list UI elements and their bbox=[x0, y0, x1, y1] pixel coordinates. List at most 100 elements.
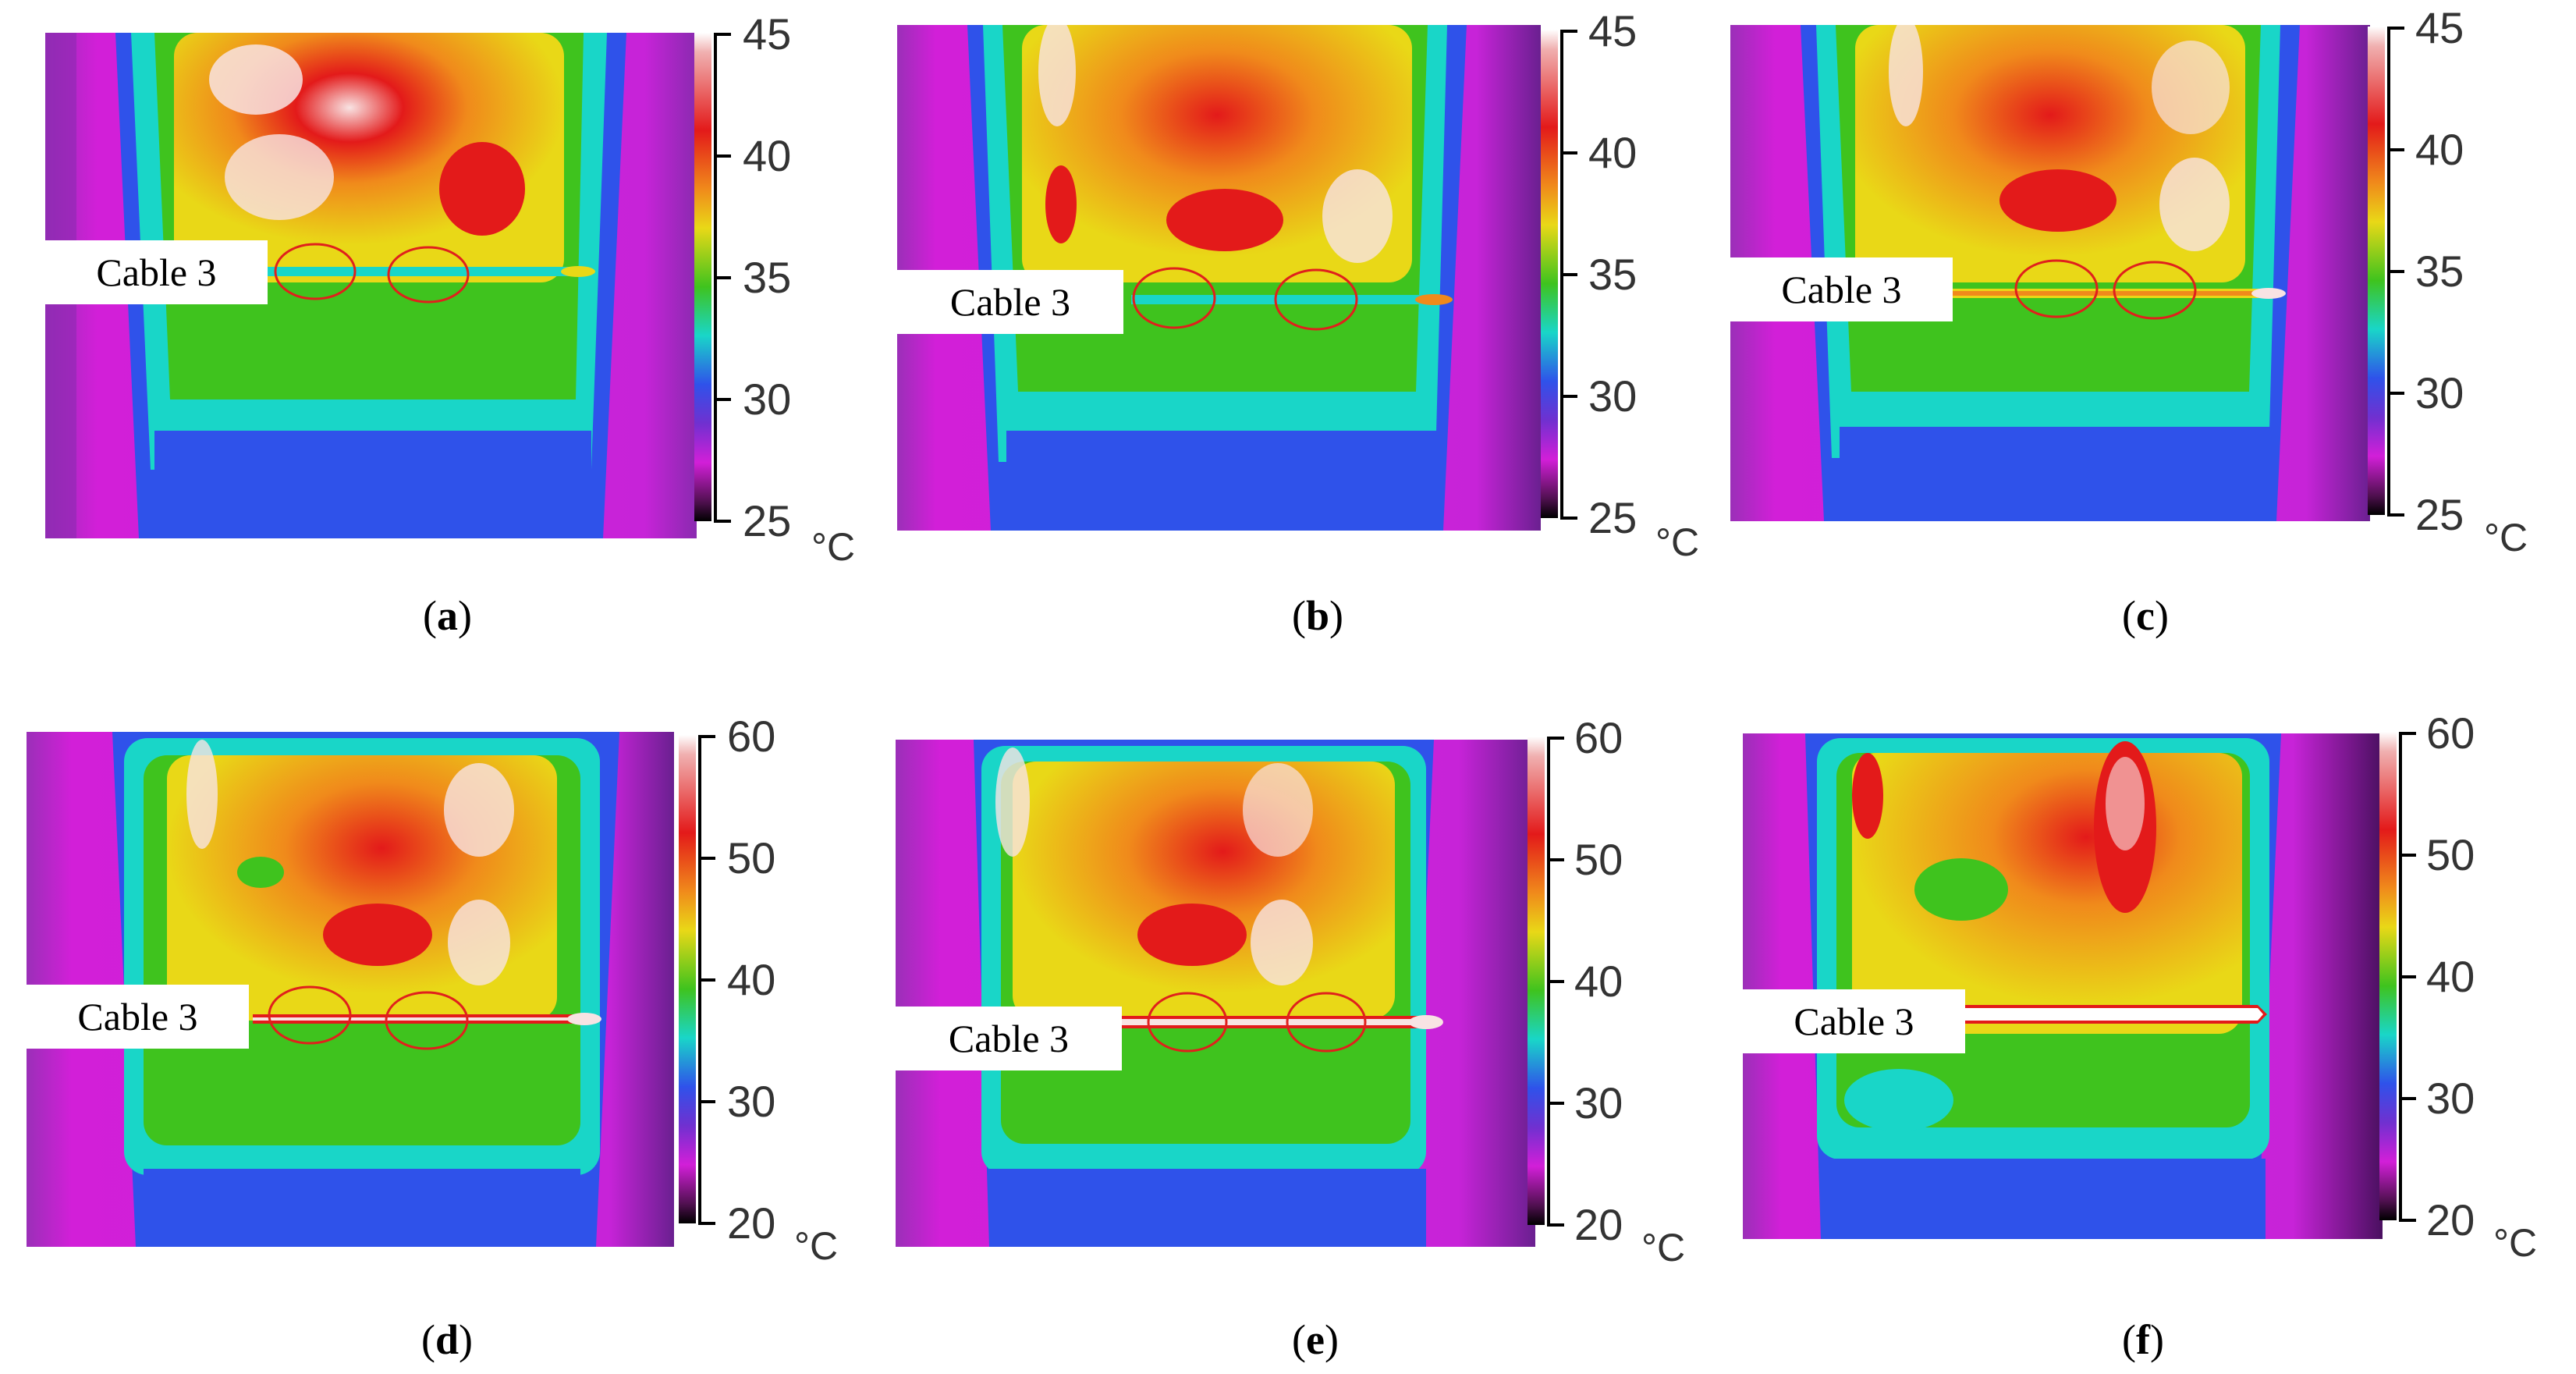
scale-tick-label: 50 bbox=[727, 833, 776, 882]
temperature-unit: °C bbox=[1641, 1226, 1686, 1269]
scale-tick bbox=[1547, 737, 1564, 740]
scale-tick-label: 40 bbox=[743, 131, 792, 180]
red-circle-marker-icon bbox=[2113, 261, 2197, 320]
scale-tick-label: 60 bbox=[727, 712, 776, 761]
scale-tick bbox=[2387, 148, 2404, 151]
red-circle-marker-icon bbox=[274, 243, 357, 300]
temperature-unit: °C bbox=[1655, 520, 1700, 564]
color-scale-bar bbox=[1528, 737, 1545, 1225]
scale-tick bbox=[1560, 30, 1577, 33]
thermal-image-f bbox=[1743, 733, 2383, 1239]
cable-label: Cable 3 bbox=[1743, 989, 1965, 1053]
thermal-panel-c: Cable 3 45 40 35 30 25 °C (c) bbox=[1716, 0, 2574, 648]
caption-letter: d bbox=[435, 1316, 459, 1363]
panel-caption: (d) bbox=[421, 1316, 474, 1363]
scale-tick bbox=[2399, 854, 2416, 857]
scale-tick-label: 20 bbox=[727, 1198, 776, 1248]
scale-tick-label: 40 bbox=[1588, 128, 1637, 177]
thermal-panel-d: Cable 3 60 50 40 30 20 °C (d) bbox=[0, 702, 858, 1374]
scale-tick-label: 25 bbox=[1588, 493, 1637, 542]
scale-tick-label: 20 bbox=[2426, 1195, 2475, 1244]
scale-tick bbox=[714, 398, 731, 401]
scale-tick bbox=[1547, 1223, 1564, 1227]
scale-tick-label: 20 bbox=[1574, 1200, 1623, 1249]
red-circle-marker-icon bbox=[2014, 259, 2099, 318]
scale-tick bbox=[698, 1100, 715, 1103]
thermal-image-a bbox=[45, 33, 697, 538]
scale-tick bbox=[2399, 732, 2416, 735]
red-circle-marker-icon bbox=[1286, 992, 1367, 1053]
scale-tick-label: 45 bbox=[2415, 3, 2464, 52]
scale-tick bbox=[714, 154, 731, 158]
color-scale-bar bbox=[1541, 30, 1558, 518]
color-scale-bar bbox=[2368, 27, 2385, 515]
scale-tick-label: 30 bbox=[727, 1077, 776, 1126]
scale-tick-label: 35 bbox=[1588, 250, 1637, 299]
caption-letter: e bbox=[1305, 1316, 1325, 1363]
scale-tick-label: 35 bbox=[743, 253, 792, 302]
scale-tick-label: 25 bbox=[743, 496, 792, 545]
red-circle-marker-icon bbox=[387, 246, 470, 304]
scale-tick bbox=[1547, 1102, 1564, 1105]
temperature-unit: °C bbox=[794, 1224, 839, 1268]
red-circle-marker-icon bbox=[1274, 268, 1358, 331]
scale-tick-label: 45 bbox=[1588, 6, 1637, 55]
caption-letter: c bbox=[2135, 592, 2155, 639]
scale-tick bbox=[714, 276, 731, 279]
scale-tick bbox=[698, 1222, 715, 1225]
thermal-panel-e: Cable 3 60 50 40 30 20 °C (e) bbox=[858, 702, 1716, 1374]
cable-label: Cable 3 bbox=[45, 240, 268, 304]
scale-tick bbox=[2387, 270, 2404, 273]
temperature-unit: °C bbox=[2484, 516, 2528, 559]
scale-tick bbox=[1547, 980, 1564, 983]
scale-tick-label: 35 bbox=[2415, 247, 2464, 296]
scale-tick-label: 30 bbox=[2426, 1074, 2475, 1123]
panel-caption: (c) bbox=[2122, 592, 2169, 639]
scale-tick bbox=[698, 735, 715, 738]
scale-tick-label: 30 bbox=[1574, 1078, 1623, 1127]
red-circle-marker-icon bbox=[268, 985, 352, 1045]
scale-tick bbox=[2399, 1097, 2416, 1100]
scale-tick-label: 40 bbox=[727, 955, 776, 1004]
scale-tick bbox=[2387, 392, 2404, 395]
cable-label: Cable 3 bbox=[896, 1007, 1122, 1070]
scale-tick-label: 60 bbox=[1574, 713, 1623, 762]
scale-tick bbox=[714, 33, 731, 36]
scale-tick-label: 50 bbox=[2426, 830, 2475, 879]
scale-tick-label: 30 bbox=[1588, 371, 1637, 421]
thermal-image-e bbox=[896, 740, 1535, 1247]
panel-caption: (a) bbox=[423, 592, 472, 639]
scale-tick bbox=[2399, 1219, 2416, 1222]
scale-tick-label: 40 bbox=[2426, 952, 2475, 1001]
temperature-unit: °C bbox=[2493, 1221, 2538, 1265]
scale-tick-label: 60 bbox=[2426, 708, 2475, 758]
temperature-unit: °C bbox=[811, 525, 856, 569]
caption-letter: a bbox=[436, 592, 458, 639]
color-scale-bar bbox=[2379, 732, 2397, 1220]
red-circle-marker-icon bbox=[385, 991, 469, 1050]
cable-label: Cable 3 bbox=[27, 985, 249, 1049]
cable-label: Cable 3 bbox=[1730, 257, 1953, 321]
thermal-panel-a: Cable 3 45 40 35 30 25 °C (a) bbox=[0, 0, 858, 648]
panel-caption: (b) bbox=[1292, 592, 1344, 639]
cable-label: Cable 3 bbox=[897, 270, 1123, 334]
thermal-panel-b: Cable 3 45 40 35 30 25 °C (b) bbox=[858, 0, 1716, 648]
scale-tick bbox=[2399, 975, 2416, 978]
scale-tick bbox=[1560, 395, 1577, 398]
scale-tick bbox=[1560, 517, 1577, 520]
caption-letter: b bbox=[1305, 592, 1330, 639]
scale-tick-label: 50 bbox=[1574, 835, 1623, 884]
scale-tick bbox=[1547, 858, 1564, 861]
scale-tick bbox=[698, 978, 715, 982]
scale-tick-label: 40 bbox=[2415, 125, 2464, 174]
scale-tick bbox=[1560, 151, 1577, 154]
color-scale-bar bbox=[679, 735, 696, 1223]
scale-tick-label: 40 bbox=[1574, 957, 1623, 1006]
scale-tick-label: 30 bbox=[2415, 368, 2464, 417]
thermal-panel-f: Cable 3 60 50 40 30 20 °C (f) bbox=[1716, 702, 2574, 1374]
scale-tick bbox=[714, 520, 731, 523]
panel-caption: (f) bbox=[2122, 1316, 2164, 1363]
scale-tick bbox=[2387, 27, 2404, 30]
red-circle-marker-icon bbox=[1132, 267, 1216, 329]
scale-tick-label: 45 bbox=[743, 9, 792, 59]
